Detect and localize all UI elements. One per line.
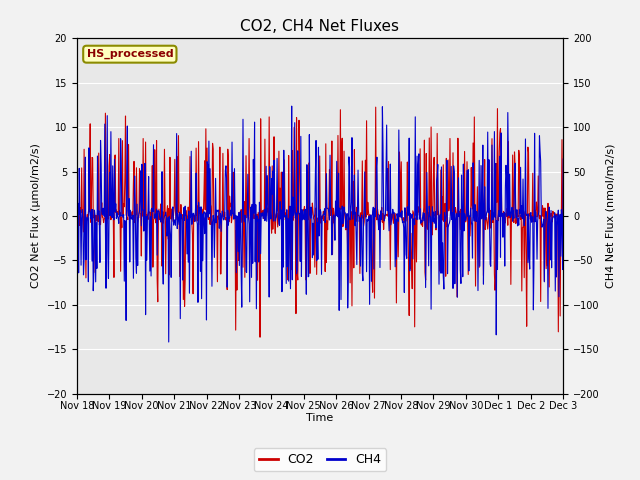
Text: HS_processed: HS_processed: [86, 49, 173, 60]
Legend: CO2, CH4: CO2, CH4: [253, 448, 387, 471]
Y-axis label: CO2 Net Flux (μmol/m2/s): CO2 Net Flux (μmol/m2/s): [31, 144, 41, 288]
X-axis label: Time: Time: [307, 413, 333, 422]
Y-axis label: CH4 Net Flux (nmol/m2/s): CH4 Net Flux (nmol/m2/s): [605, 144, 615, 288]
Title: CO2, CH4 Net Fluxes: CO2, CH4 Net Fluxes: [241, 20, 399, 35]
